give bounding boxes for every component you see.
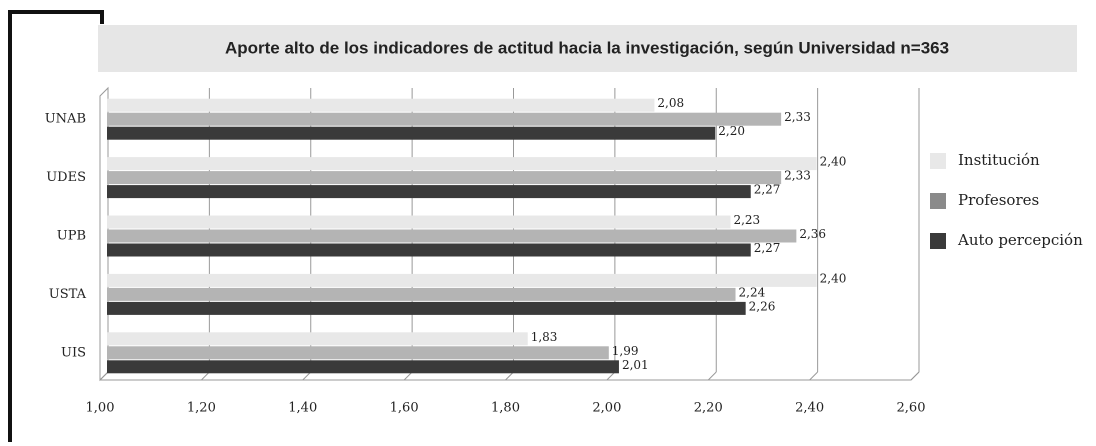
x-tick-label: 1,00 <box>86 401 115 416</box>
bar <box>107 171 782 185</box>
bar <box>107 126 716 140</box>
x-tick-label: 1,60 <box>390 401 419 416</box>
grid-floor-tick <box>99 371 109 381</box>
data-label: 2,33 <box>784 169 811 183</box>
bar <box>107 215 731 229</box>
y-tick-label: UNAB <box>45 112 86 127</box>
bar <box>107 301 746 315</box>
legend-swatch <box>930 233 946 249</box>
data-label: 2,27 <box>754 241 781 255</box>
bar <box>107 287 736 301</box>
legend-swatch <box>930 153 946 169</box>
bar <box>107 346 609 360</box>
bar <box>107 98 655 112</box>
legend-label: Profesores <box>958 191 1039 209</box>
data-label: 2,24 <box>739 285 766 299</box>
grid-floor-tick <box>910 371 920 381</box>
axis-wall <box>99 86 109 382</box>
x-tick-label: 1,80 <box>491 401 520 416</box>
data-label: 2,20 <box>718 124 745 138</box>
grid-floor-tick <box>403 371 413 381</box>
bar <box>107 112 782 126</box>
data-label: 2,27 <box>754 183 781 197</box>
bar <box>107 243 751 257</box>
data-label: 1,83 <box>531 330 558 344</box>
data-label: 2,40 <box>820 155 847 169</box>
title-box <box>98 25 1077 72</box>
data-label: 2,33 <box>784 110 811 124</box>
x-tick-label: 2,20 <box>694 401 723 416</box>
x-tick-label: 2,60 <box>897 401 926 416</box>
legend-label: Auto percepción <box>957 231 1083 249</box>
grid-floor-tick <box>302 371 312 381</box>
data-label: 2,40 <box>820 271 847 285</box>
data-label: 2,26 <box>749 299 776 313</box>
bar <box>107 273 817 287</box>
bar <box>107 157 817 171</box>
chart-title: Aporte alto de los indicadores de actitu… <box>225 38 949 57</box>
bar <box>107 185 751 199</box>
bar <box>107 360 619 374</box>
frame-bracket <box>8 10 104 442</box>
grid-floor-tick <box>606 371 616 381</box>
x-tick-label: 2,00 <box>592 401 621 416</box>
grid-floor-tick <box>505 371 514 381</box>
y-tick-label: UIS <box>61 345 86 360</box>
grid-floor-tick <box>201 371 210 381</box>
y-tick-label: UDES <box>46 170 86 185</box>
data-label: 2,23 <box>733 213 760 227</box>
grid-floor-tick <box>707 371 717 381</box>
data-label: 2,36 <box>799 227 826 241</box>
legend-swatch <box>930 193 946 209</box>
data-label: 2,01 <box>622 358 649 372</box>
legend-label: Institución <box>958 151 1040 169</box>
data-label: 1,99 <box>612 344 639 358</box>
x-tick-label: 1,40 <box>288 401 317 416</box>
data-label: 2,08 <box>657 96 684 110</box>
y-tick-label: UPB <box>57 229 86 244</box>
x-tick-label: 1,20 <box>187 401 216 416</box>
bar <box>107 229 797 243</box>
y-tick-label: USTA <box>49 287 87 302</box>
bar <box>107 332 528 346</box>
x-tick-label: 2,40 <box>795 401 824 416</box>
grid-floor-tick <box>809 371 818 381</box>
